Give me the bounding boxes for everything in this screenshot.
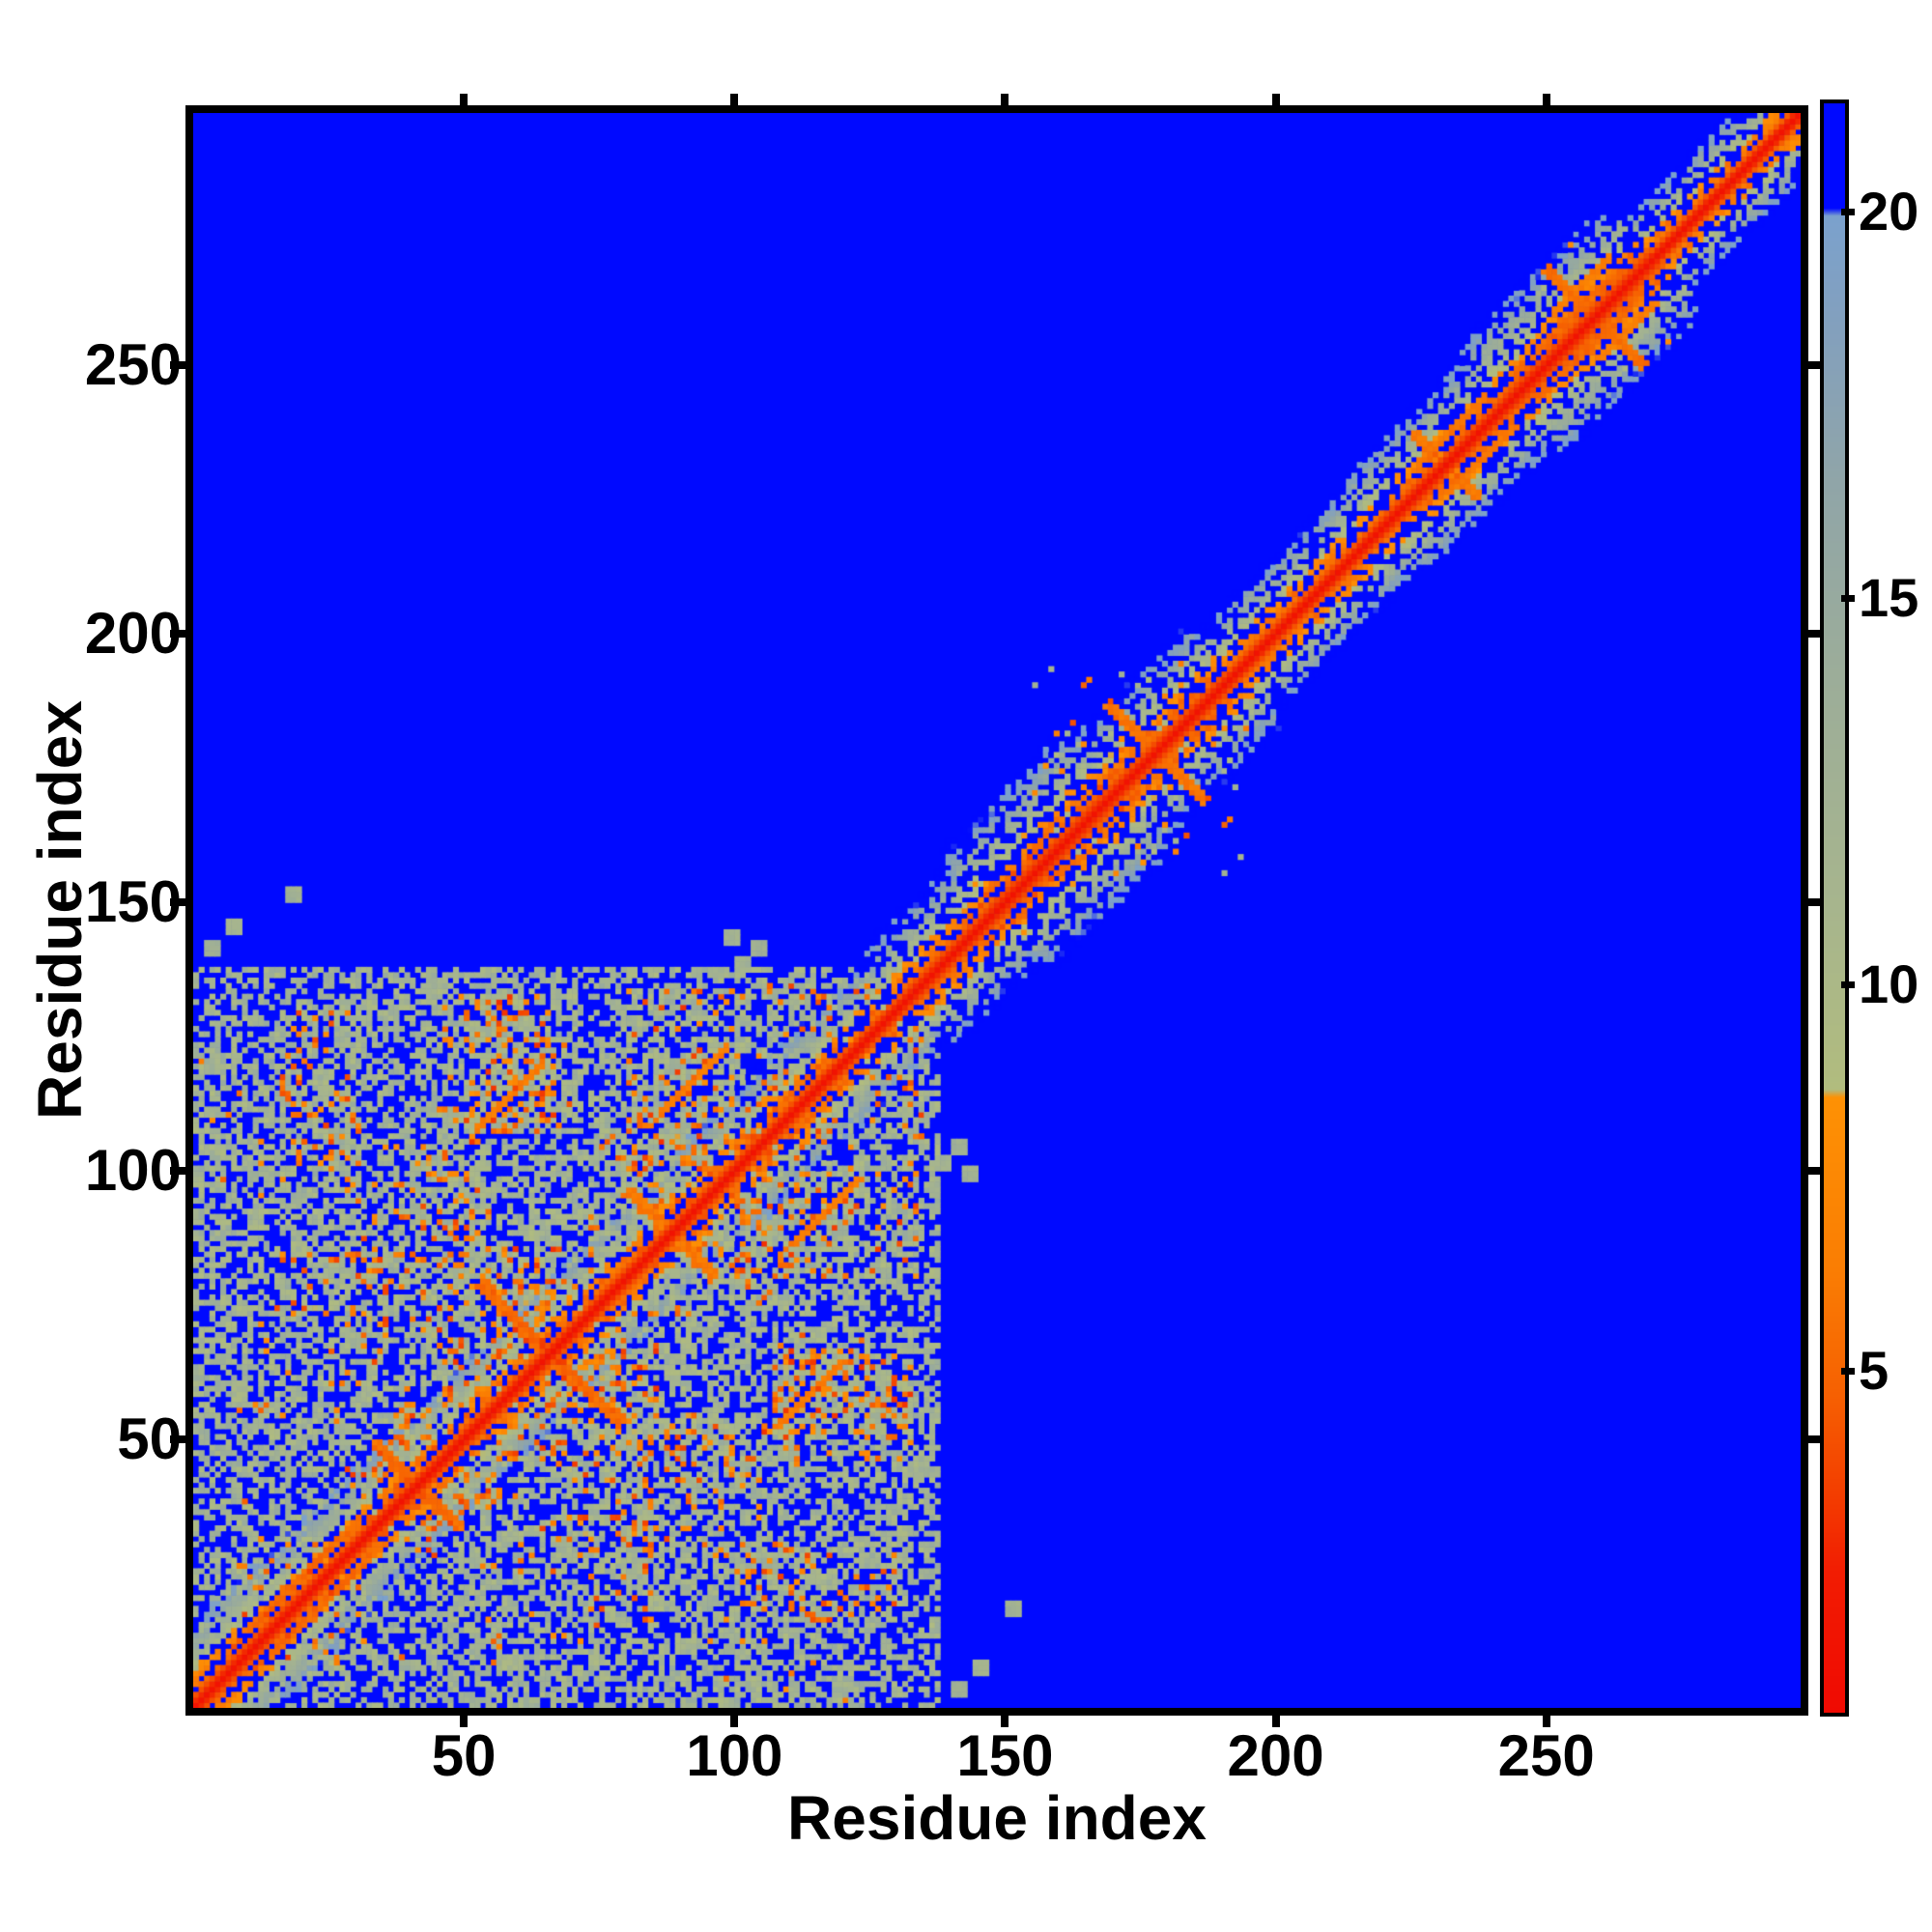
- y-axis-label: Residue index: [25, 700, 95, 1120]
- colorbar-gradient: [1824, 103, 1845, 1713]
- colorbar-tick-mark: [1841, 1367, 1855, 1375]
- tick-mark: [170, 1435, 185, 1444]
- tick-mark: [1804, 1435, 1820, 1444]
- colorbar: [1820, 99, 1849, 1717]
- tick-mark: [170, 361, 185, 370]
- x-axis-label: Residue index: [787, 1783, 1207, 1853]
- y-tick-label: 100: [84, 1138, 182, 1204]
- tick-mark: [1542, 94, 1550, 109]
- tick-mark: [730, 1712, 739, 1727]
- tick-mark: [170, 1167, 185, 1176]
- tick-mark: [1271, 94, 1280, 109]
- x-tick-label: 200: [1227, 1723, 1324, 1788]
- colorbar-tick-label: 5: [1859, 1340, 1889, 1401]
- heatmap-canvas: [193, 113, 1801, 1708]
- tick-mark: [170, 630, 185, 639]
- tick-mark: [1804, 898, 1820, 907]
- x-tick-label: 250: [1497, 1723, 1595, 1788]
- y-tick-label: 50: [117, 1406, 182, 1472]
- tick-mark: [460, 1712, 469, 1727]
- x-tick-label: 50: [431, 1723, 497, 1788]
- y-tick-label: 150: [84, 869, 182, 935]
- tick-mark: [1001, 94, 1009, 109]
- colorbar-tick-label: 15: [1859, 567, 1919, 628]
- colorbar-tick-mark: [1841, 208, 1855, 215]
- colorbar-tick-mark: [1841, 980, 1855, 988]
- colorbar-tick-label: 20: [1859, 181, 1919, 242]
- x-tick-label: 100: [686, 1723, 783, 1788]
- y-tick-label: 200: [84, 601, 182, 667]
- tick-mark: [1804, 630, 1820, 639]
- tick-mark: [730, 94, 739, 109]
- tick-mark: [170, 898, 185, 907]
- tick-mark: [1001, 1712, 1009, 1727]
- tick-mark: [1271, 1712, 1280, 1727]
- colorbar-tick-label: 10: [1859, 953, 1919, 1014]
- tick-mark: [460, 94, 469, 109]
- tick-mark: [1804, 361, 1820, 370]
- y-tick-label: 250: [84, 332, 182, 398]
- tick-mark: [1542, 1712, 1550, 1727]
- colorbar-tick-mark: [1841, 594, 1855, 602]
- x-tick-label: 150: [956, 1723, 1054, 1788]
- tick-mark: [1804, 1167, 1820, 1176]
